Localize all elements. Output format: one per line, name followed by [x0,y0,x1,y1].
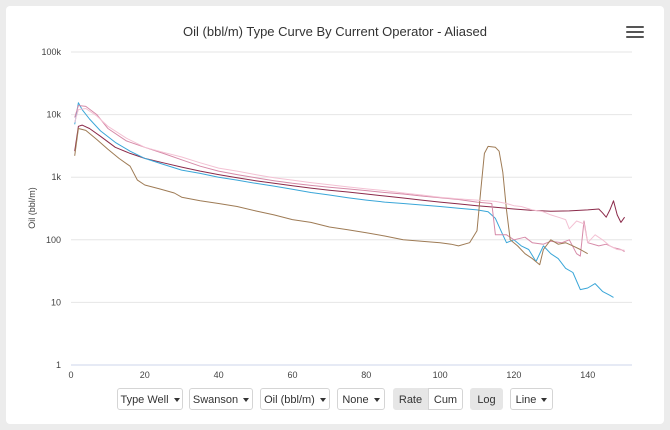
series-line-2[interactable] [74,102,614,298]
caret-down-icon [541,398,548,403]
x-tick-label: 40 [214,370,224,380]
metric-label: Oil (bbl/m) [264,394,315,406]
chart-menu-icon[interactable] [626,26,644,40]
chart-title: Oil (bbl/m) Type Curve By Current Operat… [183,24,487,39]
x-axis-ticks: 0 20 40 60 80 100 120 140 [68,370,595,380]
chart-controls: Type Well Swanson Oil (bbl/m) None Rate … [0,388,670,412]
y-tick-label: 100 [46,235,61,245]
series-line-3[interactable] [74,105,625,257]
series-line-5[interactable] [74,108,625,251]
y-tick-label: 1 [56,360,61,370]
operator-label: Swanson [192,394,239,406]
series-group [74,102,626,298]
type-well-label: Type Well [120,394,169,406]
caret-down-icon [173,398,180,403]
x-tick-label: 80 [361,370,371,380]
cum-toggle[interactable]: Cum [428,388,463,410]
x-tick-label: 20 [140,370,150,380]
metric-dropdown[interactable]: Oil (bbl/m) [260,388,330,410]
y-tick-label: 10 [51,297,61,307]
caret-down-icon [243,398,250,403]
x-tick-label: 120 [506,370,521,380]
series-line-4[interactable] [74,128,588,266]
series-line-1[interactable] [74,124,626,223]
grouping-dropdown[interactable]: None [337,388,385,410]
log-toggle[interactable]: Log [470,388,503,410]
log-label: Log [477,394,496,406]
x-tick-label: 140 [580,370,595,380]
y-tick-label: 100k [41,47,61,57]
y-tick-label: 1k [51,172,61,182]
y-axis-ticks: 1 10 100 1k 10k 100k [41,47,61,370]
chart-type-dropdown[interactable]: Line [510,388,553,410]
chart-type-label: Line [515,394,537,406]
rate-label: Rate [398,394,423,406]
x-tick-label: 100 [433,370,448,380]
cum-label: Cum [433,394,458,406]
caret-down-icon [319,398,326,403]
x-tick-label: 0 [68,370,73,380]
y-axis-label: Oil (bbl/m) [27,187,37,229]
y-tick-label: 10k [46,110,61,120]
caret-down-icon [373,398,380,403]
operator-dropdown[interactable]: Swanson [189,388,253,410]
grid [71,51,632,366]
grouping-label: None [342,394,369,406]
chart-card [6,6,664,424]
x-tick-label: 60 [287,370,297,380]
rate-toggle[interactable]: Rate [393,388,428,410]
type-well-dropdown[interactable]: Type Well [117,388,183,410]
